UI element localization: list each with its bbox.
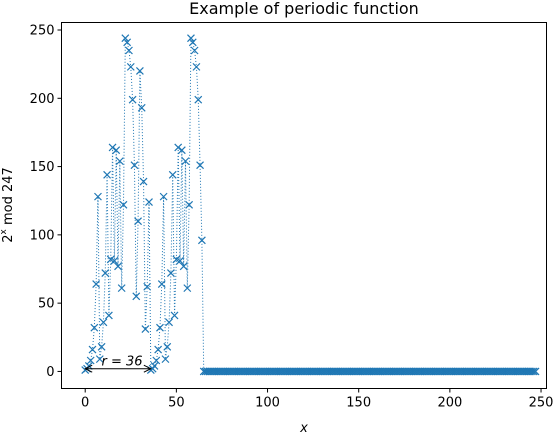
- data-point-31: [137, 103, 146, 112]
- data-point-33: [141, 325, 150, 334]
- x-tick-label-250: 250: [529, 396, 553, 411]
- data-point-24: [125, 46, 133, 55]
- y-axis-label: 2x mod 247: [0, 167, 16, 243]
- data-point-57: [185, 200, 194, 209]
- data-point-5: [90, 323, 99, 332]
- data-point-63: [196, 161, 204, 170]
- y-tick-label-150: 150: [30, 160, 55, 175]
- annotation-layer: r = 36: [84, 355, 152, 373]
- y-tick-label-200: 200: [30, 92, 55, 107]
- data-point-246: [529, 367, 538, 376]
- data-point-20: [117, 284, 126, 293]
- data-point-55: [181, 157, 190, 166]
- data-point-64: [197, 236, 206, 245]
- data-point-247: [531, 367, 540, 376]
- x-tick-label-0: 0: [81, 396, 89, 411]
- axes-layer: 0 50 100 150 200 250 0 50 100 150 200 250: [30, 24, 553, 411]
- data-point-6: [92, 280, 101, 288]
- y-tick-label-250: 250: [30, 24, 55, 39]
- data-point-44: [161, 355, 170, 364]
- data-point-15: [108, 143, 117, 152]
- data-point-54: [179, 262, 188, 271]
- data-point-245: [527, 367, 536, 376]
- data-layer: [81, 34, 540, 376]
- data-point-3: [86, 356, 95, 365]
- data-point-46: [165, 318, 173, 327]
- data-point-47: [166, 269, 175, 278]
- data-point-18: [114, 262, 122, 271]
- x-tick-label-150: 150: [346, 396, 371, 411]
- data-point-19: [115, 157, 124, 166]
- data-point-10: [99, 318, 108, 327]
- x-axis-label: x: [299, 421, 308, 435]
- data-point-27: [130, 161, 139, 170]
- data-point-28: [132, 292, 141, 301]
- chart-title: Example of periodic function: [189, 0, 419, 18]
- period-annotation-text: r = 36: [101, 355, 142, 370]
- data-point-38: [150, 362, 159, 370]
- data-point-12: [103, 170, 112, 179]
- series-0-line: [84, 38, 536, 372]
- data-point-53: [177, 146, 186, 155]
- data-point-49: [170, 311, 179, 320]
- x-tick-label-100: 100: [255, 396, 280, 411]
- data-point-9: [97, 342, 106, 351]
- x-tick-label-50: 50: [168, 396, 185, 411]
- data-point-16: [110, 256, 119, 265]
- data-point-56: [183, 284, 192, 293]
- data-point-11: [101, 269, 110, 278]
- data-point-25: [126, 62, 135, 71]
- data-point-29: [134, 217, 143, 226]
- data-point-7: [94, 192, 102, 201]
- data-point-48: [168, 170, 177, 179]
- data-point-35: [145, 198, 153, 207]
- y-axis-label-sup: x: [0, 229, 9, 235]
- data-point-13: [104, 311, 113, 320]
- data-point-45: [163, 342, 172, 351]
- data-point-21: [119, 200, 128, 209]
- data-point-17: [112, 146, 121, 155]
- data-point-30: [135, 67, 144, 75]
- data-point-40: [154, 345, 163, 354]
- y-axis-label-rest: mod 247: [1, 167, 16, 229]
- data-point-32: [139, 177, 148, 186]
- data-point-51: [174, 143, 183, 152]
- data-point-43: [159, 192, 168, 201]
- plot-frame: [61, 22, 547, 389]
- data-point-52: [176, 256, 184, 265]
- y-tick-label-50: 50: [38, 297, 55, 312]
- data-point-62: [194, 95, 203, 104]
- data-point-41: [156, 323, 164, 332]
- data-point-26: [128, 95, 137, 104]
- period-arrow-head-left: [84, 364, 93, 373]
- data-point-58: [187, 34, 195, 43]
- data-point-39: [152, 356, 161, 365]
- data-point-42: [157, 280, 166, 288]
- data-point-34: [143, 282, 152, 291]
- data-point-22: [121, 34, 130, 43]
- x-tick-label-200: 200: [437, 396, 462, 411]
- data-point-8: [95, 355, 104, 364]
- data-point-23: [123, 38, 132, 47]
- y-tick-label-0: 0: [46, 365, 54, 380]
- data-point-4: [88, 345, 97, 354]
- period-arrow-head-right: [143, 364, 152, 373]
- data-point-60: [190, 46, 199, 55]
- y-tick-label-100: 100: [30, 228, 55, 243]
- data-point-59: [188, 38, 197, 47]
- y-axis-label-base: 2: [1, 235, 16, 243]
- data-point-61: [192, 62, 201, 71]
